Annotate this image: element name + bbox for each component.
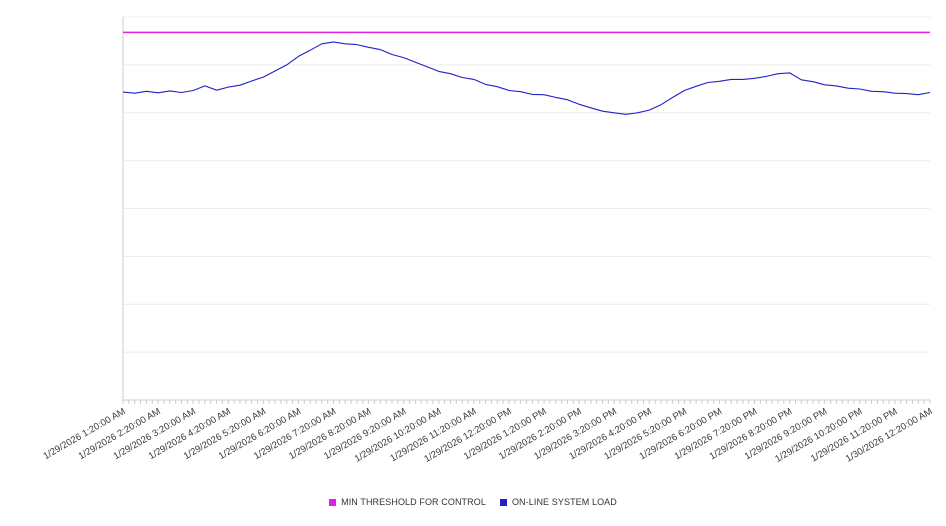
chart-legend: MIN THRESHOLD FOR CONTROL ON-LINE SYSTEM… [0,494,946,510]
load-chart: 1/29/2026 1:20:00 AM1/29/2026 2:20:00 AM… [41,16,935,465]
system-load-legend-label: ON-LINE SYSTEM LOAD [511,497,617,507]
threshold-legend-label: MIN THRESHOLD FOR CONTROL [341,497,486,507]
legend-item-threshold[interactable]: MIN THRESHOLD FOR CONTROL [329,497,486,507]
legend-item-system-load[interactable]: ON-LINE SYSTEM LOAD [499,497,617,507]
on-line-system-load-series [122,41,931,115]
system-load-legend-swatch [499,498,507,506]
threshold-legend-swatch [329,498,337,506]
